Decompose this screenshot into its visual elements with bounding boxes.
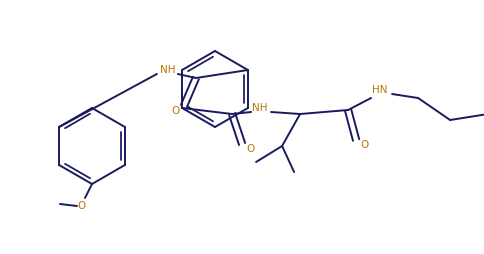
Text: HN: HN: [372, 85, 387, 95]
Text: O: O: [171, 106, 180, 116]
Text: O: O: [245, 144, 254, 154]
Text: O: O: [359, 140, 367, 150]
Text: NH: NH: [160, 65, 175, 75]
Text: NH: NH: [252, 103, 267, 113]
Text: O: O: [78, 201, 86, 211]
